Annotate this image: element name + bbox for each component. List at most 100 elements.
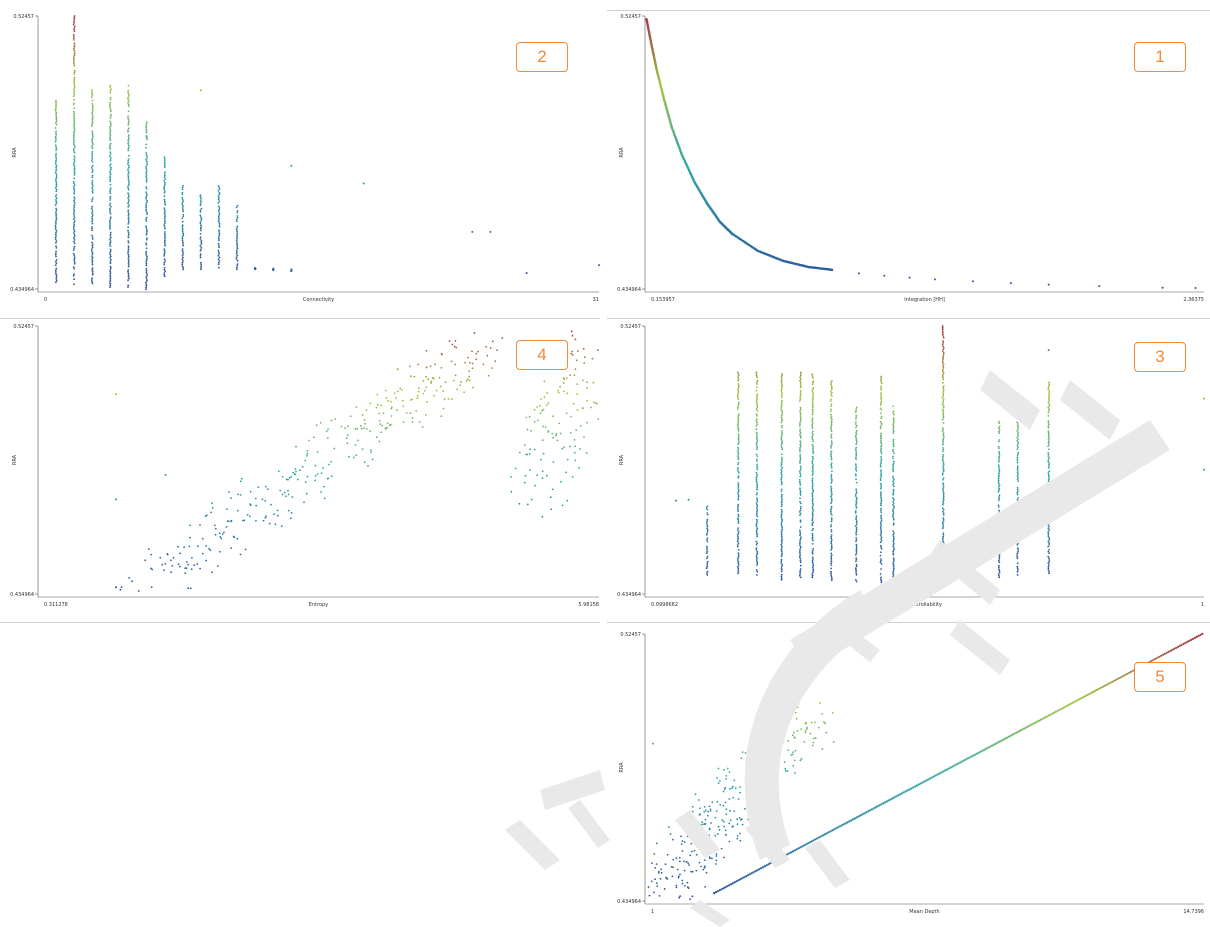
data-point	[145, 284, 148, 287]
y-tick-label: 0.434964	[617, 592, 641, 598]
data-point	[54, 187, 57, 189]
data-point	[787, 740, 790, 742]
data-point	[1016, 478, 1019, 481]
data-point	[830, 410, 832, 412]
data-point	[127, 158, 130, 161]
data-point	[109, 84, 112, 87]
data-point	[1016, 520, 1019, 523]
data-point	[820, 835, 823, 838]
data-point	[830, 398, 832, 401]
data-point	[109, 151, 112, 154]
data-point	[1016, 513, 1019, 516]
data-point	[830, 443, 833, 446]
data-point	[755, 530, 758, 533]
data-point	[858, 272, 860, 275]
data-point	[997, 538, 1000, 540]
data-point	[992, 743, 996, 746]
data-point	[830, 463, 832, 466]
data-point	[812, 457, 815, 460]
data-point	[73, 203, 76, 205]
data-point	[906, 789, 909, 792]
data-point	[1048, 497, 1051, 499]
data-point	[880, 514, 883, 517]
data-point	[755, 443, 758, 446]
data-point	[1047, 401, 1050, 404]
data-point	[163, 195, 166, 198]
data-point	[997, 519, 1000, 522]
data-point	[145, 124, 148, 127]
data-point	[780, 394, 783, 397]
data-points	[54, 15, 600, 291]
data-point	[376, 403, 379, 406]
data-point	[854, 411, 857, 414]
data-point	[810, 721, 813, 724]
data-point	[217, 210, 220, 213]
data-point	[942, 341, 945, 344]
data-point	[781, 399, 783, 402]
data-point	[917, 783, 920, 786]
data-point	[127, 183, 130, 186]
data-point	[590, 406, 592, 409]
data-point	[290, 517, 292, 520]
data-point	[940, 771, 943, 774]
data-point	[780, 478, 783, 481]
data-point	[1084, 694, 1088, 697]
data-point	[128, 204, 130, 207]
data-point	[799, 457, 802, 459]
data-point	[892, 417, 895, 419]
data-point	[812, 452, 815, 455]
data-point	[941, 331, 944, 334]
data-point	[73, 52, 76, 55]
data-point	[164, 244, 166, 247]
data-point	[830, 450, 833, 453]
data-point	[737, 482, 740, 484]
data-point	[676, 868, 679, 871]
data-point	[109, 269, 112, 271]
data-point	[1184, 641, 1187, 644]
data-point	[976, 752, 979, 755]
data-point	[899, 793, 902, 796]
data-point	[737, 435, 740, 437]
data-point	[941, 326, 944, 329]
data-point	[1047, 394, 1050, 397]
data-point	[780, 414, 783, 417]
data-point	[799, 468, 802, 471]
data-point	[1043, 716, 1046, 719]
data-point	[55, 214, 58, 217]
data-point	[855, 414, 858, 417]
data-point	[854, 511, 857, 514]
data-point	[468, 379, 471, 382]
data-point	[942, 398, 945, 401]
data-point	[1017, 500, 1019, 503]
data-point	[90, 96, 93, 98]
data-point	[892, 442, 895, 444]
data-point	[163, 164, 166, 167]
data-point	[812, 430, 814, 433]
data-point	[91, 130, 94, 133]
data-point	[927, 778, 930, 781]
data-point	[73, 189, 76, 192]
data-point	[765, 773, 768, 775]
data-point	[811, 519, 814, 522]
data-point	[1048, 381, 1050, 384]
data-point	[145, 136, 148, 139]
data-point	[715, 853, 718, 855]
data-point	[830, 458, 833, 461]
data-point	[164, 214, 166, 216]
data-point	[811, 529, 814, 532]
data-point	[811, 455, 814, 458]
data-point	[150, 586, 153, 588]
data-point	[799, 453, 802, 456]
data-point	[717, 782, 720, 784]
data-point	[576, 393, 579, 396]
data-point	[736, 371, 739, 374]
data-point	[892, 438, 895, 441]
data-point	[181, 254, 184, 257]
data-point	[855, 568, 857, 571]
data-point	[983, 748, 986, 751]
data-point	[893, 413, 895, 416]
data-point	[830, 488, 832, 491]
data-point	[402, 405, 404, 408]
data-point	[91, 219, 94, 222]
data-point	[1180, 643, 1183, 646]
